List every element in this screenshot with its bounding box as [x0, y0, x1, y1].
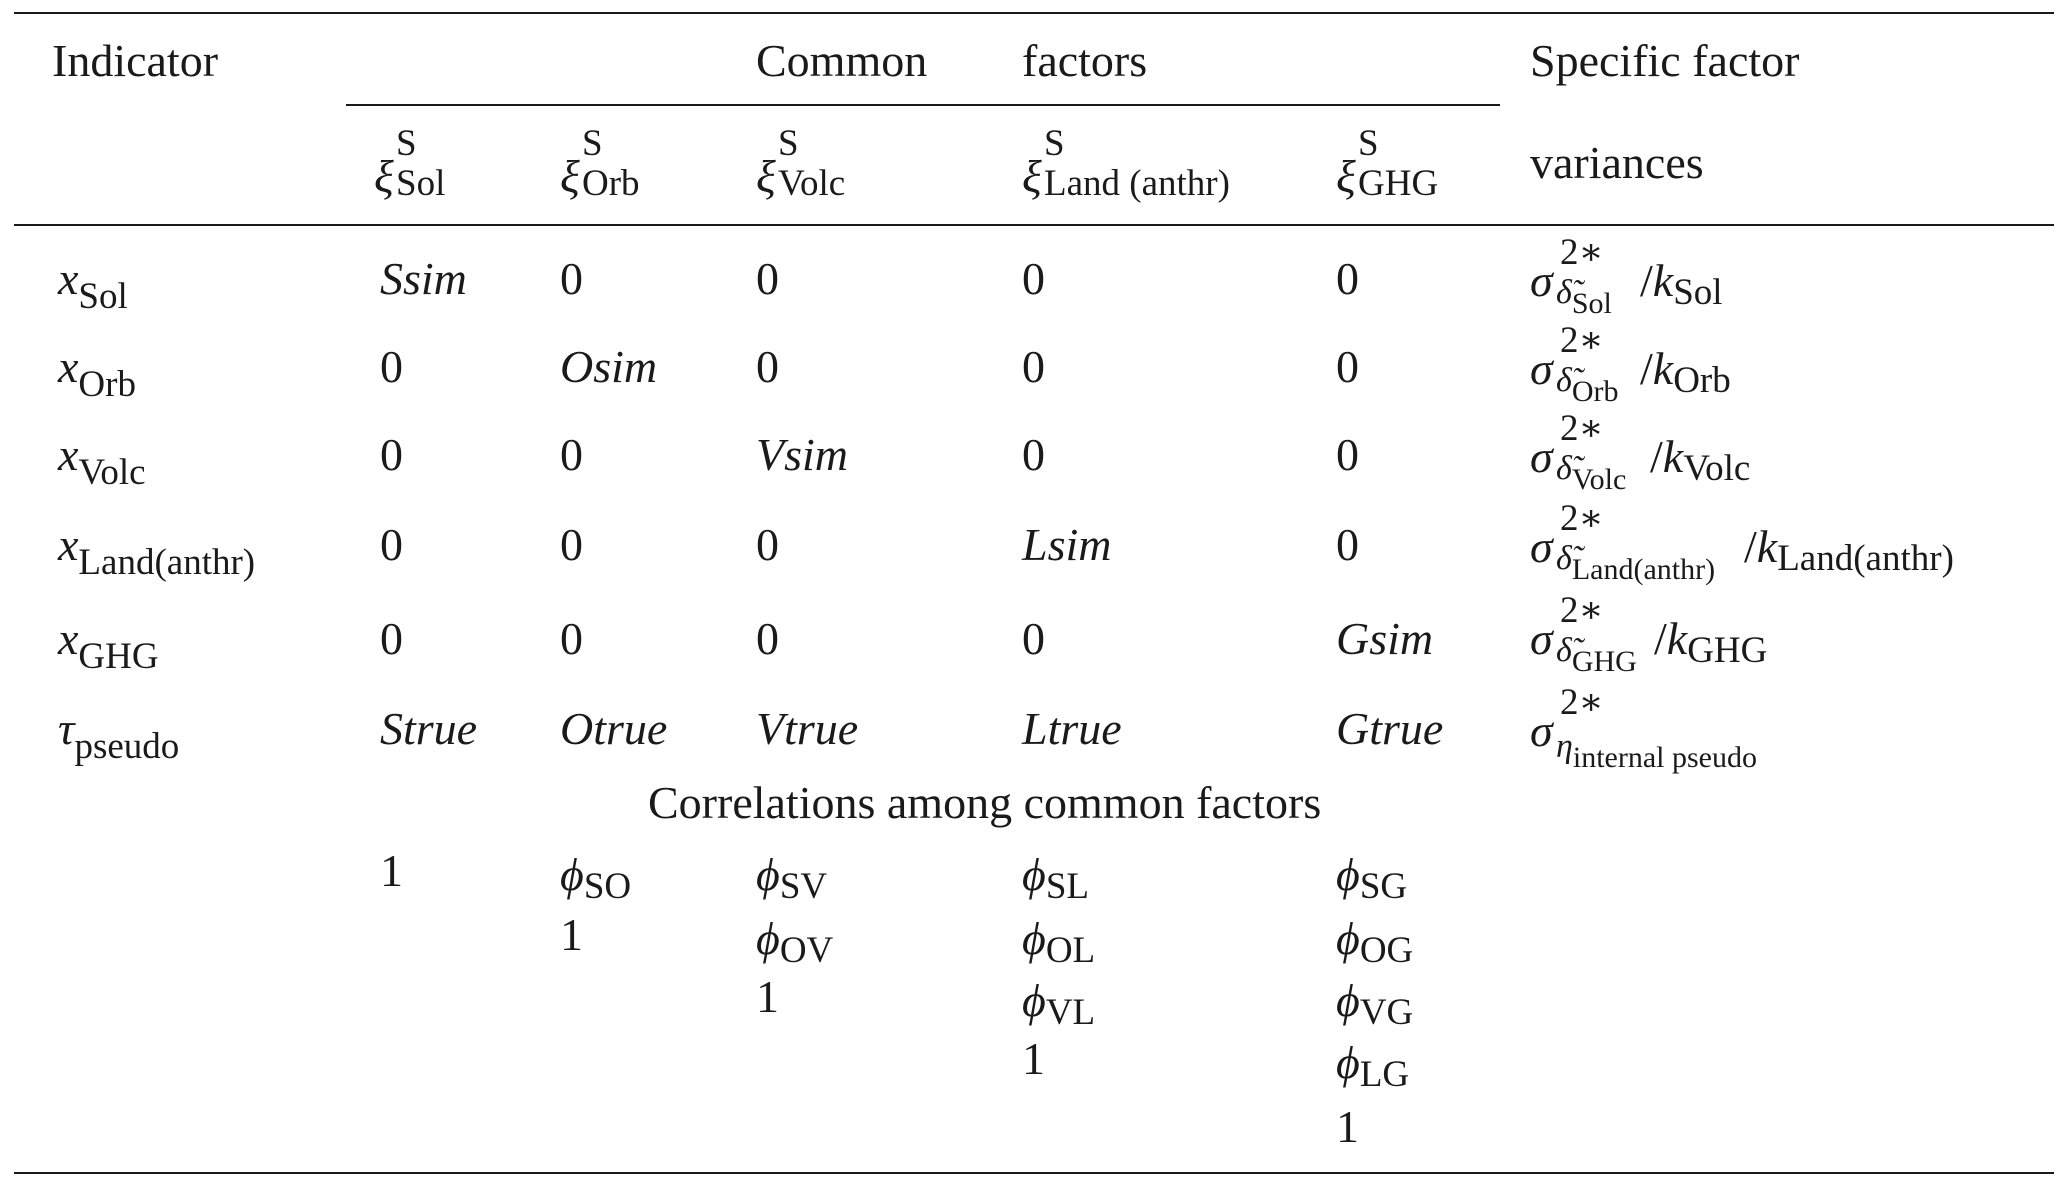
- loading-cell: 0: [380, 519, 403, 570]
- loading-cell: Osim: [560, 341, 658, 392]
- xi-sup: S: [1358, 123, 1379, 164]
- correlation-cell: ϕVG: [1336, 975, 1414, 1033]
- loading-cell: 0: [560, 429, 583, 480]
- loading-cell: 0: [560, 253, 583, 304]
- header-variances: variances: [1530, 137, 1704, 188]
- header-specific-factor: Specific factor: [1530, 35, 1800, 86]
- specific-variance: σ 2∗ δ̃Volc /kVolc: [1530, 408, 1751, 496]
- correlation-cell: ϕSG: [1336, 849, 1408, 907]
- xi-sup: S: [396, 123, 417, 164]
- loading-cell: 0: [1336, 253, 1359, 304]
- loading-cell: Strue: [380, 703, 478, 754]
- row-indicator: xVolc: [58, 429, 146, 493]
- loading-cell: 0: [1336, 429, 1359, 480]
- loading-cell: 0: [756, 253, 779, 304]
- header-common: Common: [756, 35, 928, 86]
- loading-cell: 0: [1022, 613, 1045, 664]
- correlation-cell: 1: [756, 971, 779, 1022]
- correlation-cell: ϕSO: [560, 849, 632, 907]
- loading-cell: Lsim: [1022, 519, 1112, 570]
- xi-sub: Land (anthr): [1044, 163, 1230, 204]
- row-indicator: xLand(anthr): [58, 519, 256, 583]
- loading-cell: 0: [380, 429, 403, 480]
- loading-cell: Gsim: [1336, 613, 1434, 664]
- correlation-cell: 1: [1336, 1101, 1359, 1152]
- row-indicator: xOrb: [58, 341, 136, 405]
- correlation-cell: ϕVL: [1022, 975, 1096, 1033]
- loading-cell: Ssim: [380, 253, 467, 304]
- loading-cell: Ltrue: [1022, 703, 1122, 754]
- xi-symbol: ξ: [560, 151, 580, 202]
- loading-cell: Vsim: [756, 429, 848, 480]
- correlation-cell: 1: [380, 845, 403, 896]
- header-rule: [14, 224, 2054, 226]
- loading-cell: 0: [380, 341, 403, 392]
- loading-cell: 0: [756, 341, 779, 392]
- correlation-cell: ϕOG: [1336, 913, 1414, 971]
- loading-cell: 0: [560, 519, 583, 570]
- correlation-cell: ϕSV: [756, 849, 828, 907]
- xi-symbol: ξ: [1022, 151, 1042, 202]
- specific-variance: σ 2∗ δ̃Orb /kOrb: [1530, 320, 1731, 408]
- correlation-cell: ϕOV: [756, 913, 834, 971]
- xi-symbol: ξ: [1336, 151, 1356, 202]
- loading-cell: Otrue: [560, 703, 668, 754]
- row-indicator: τpseudo: [58, 703, 180, 767]
- correlation-cell: ϕSL: [1022, 849, 1089, 907]
- loading-cell: 0: [380, 613, 403, 664]
- xi-symbol: ξ: [374, 151, 394, 202]
- header-factors: factors: [1022, 35, 1148, 86]
- xi-symbol: ξ: [756, 151, 776, 202]
- common-factors-rule: [346, 104, 1500, 106]
- xi-sup: S: [582, 123, 603, 164]
- loading-cell: 0: [756, 613, 779, 664]
- loading-cell: 0: [756, 519, 779, 570]
- top-rule: [14, 12, 2054, 14]
- xi-sup: S: [778, 123, 799, 164]
- correlations-title: Correlations among common factors: [648, 777, 1322, 828]
- loading-cell: Vtrue: [756, 703, 859, 754]
- loading-cell: 0: [560, 613, 583, 664]
- xi-sub: GHG: [1358, 163, 1439, 204]
- specific-variance: σ 2∗ δ̃Sol /kSol: [1530, 232, 1723, 320]
- loading-cell: 0: [1022, 253, 1045, 304]
- specific-variance: σ 2∗ δ̃GHG /kGHG: [1530, 590, 1768, 678]
- correlation-cell: ϕOL: [1022, 913, 1096, 971]
- correlation-cell: 1: [560, 909, 583, 960]
- specific-variance: σ 2∗ δ̃Land(anthr) /kLand(anthr): [1530, 498, 1954, 586]
- row-indicator: xGHG: [58, 613, 159, 677]
- xi-sub: Sol: [396, 163, 446, 204]
- header-indicator: Indicator: [52, 35, 219, 86]
- correlation-cell: 1: [1022, 1033, 1045, 1084]
- loading-cell: 0: [1336, 519, 1359, 570]
- xi-sub: Volc: [778, 163, 846, 204]
- specific-variance: σ 2∗ ηinternal pseudo: [1530, 682, 1757, 774]
- xi-sup: S: [1044, 123, 1065, 164]
- loading-cell: 0: [1022, 429, 1045, 480]
- bottom-rule: [14, 1172, 2054, 1174]
- loading-cell: Gtrue: [1336, 703, 1444, 754]
- xi-sub: Orb: [582, 163, 640, 204]
- loading-cell: 0: [1022, 341, 1045, 392]
- row-indicator: xSol: [58, 253, 128, 317]
- loading-cell: 0: [1336, 341, 1359, 392]
- correlation-cell: ϕLG: [1336, 1037, 1410, 1095]
